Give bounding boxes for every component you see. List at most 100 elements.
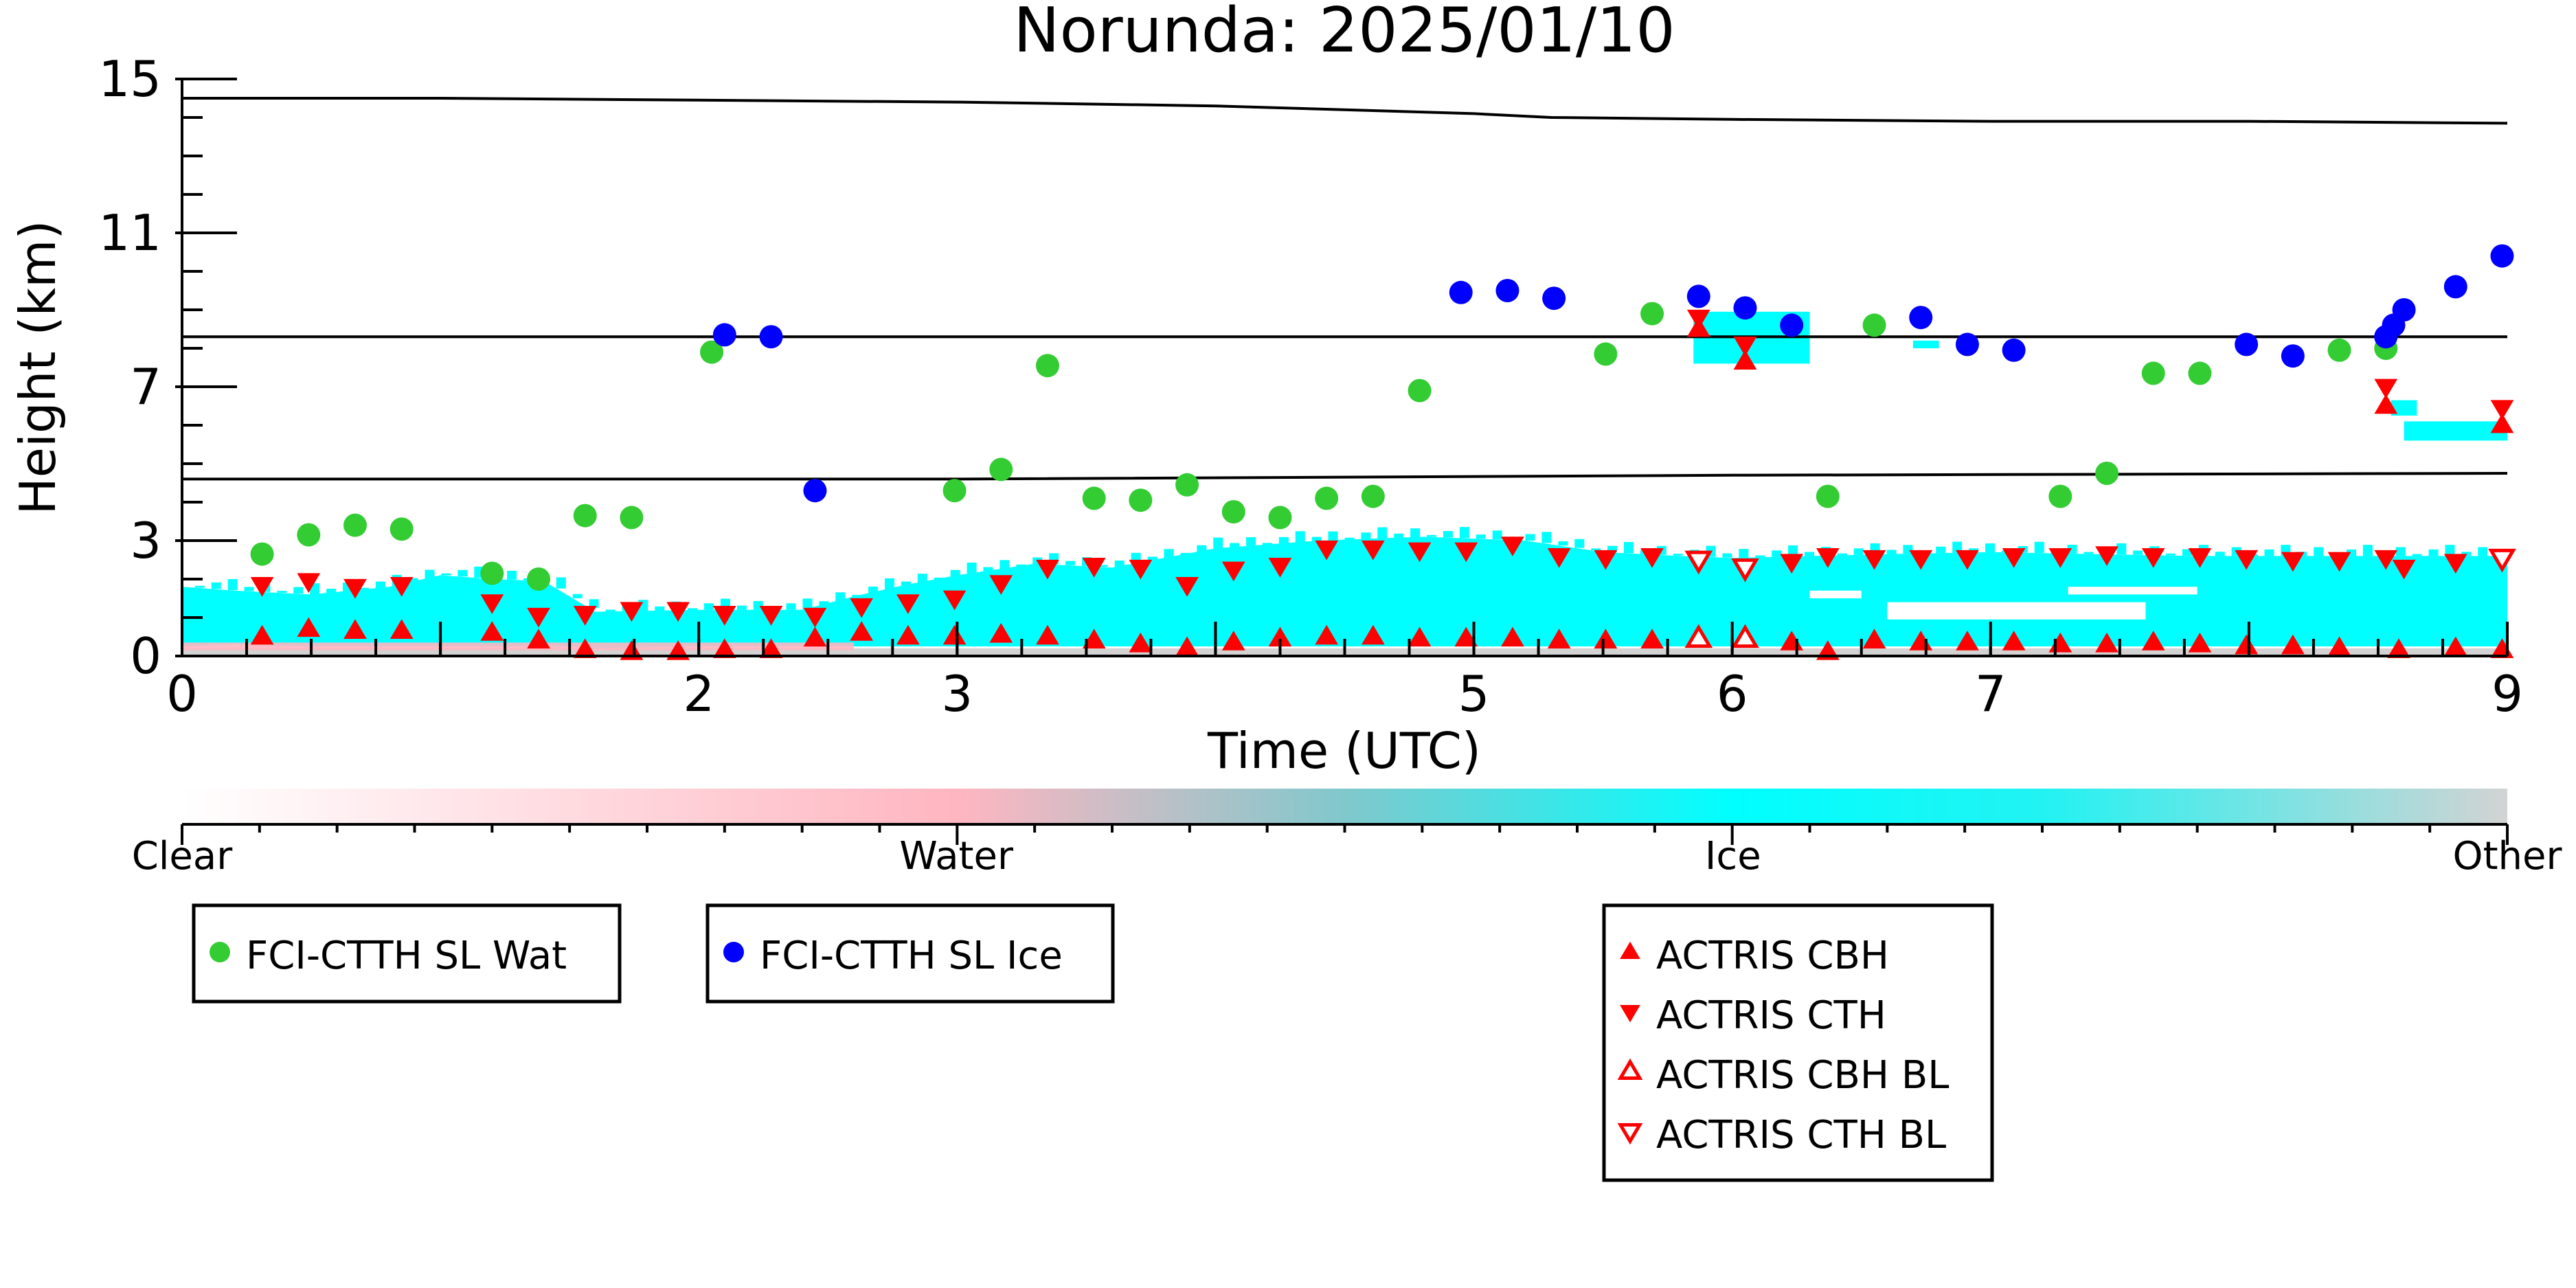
mask-clear-gap-0: [1887, 602, 2146, 620]
mask-ice-layer: [182, 536, 2507, 648]
series-3-point: [1686, 309, 1710, 330]
mask-speckle: [1525, 534, 1535, 541]
series-2-point: [1547, 629, 1571, 648]
legend-label: FCI-CTTH SL Wat: [246, 934, 567, 978]
series-3-point: [1315, 540, 1339, 561]
series-0-point: [343, 513, 367, 537]
series-3-point: [1175, 577, 1199, 597]
series-2-point: [343, 619, 367, 639]
mask-speckle: [1952, 541, 1963, 553]
mask-speckle: [1739, 549, 1749, 558]
series-3-point: [1956, 550, 1979, 570]
mask-speckle: [1591, 548, 1601, 551]
series-2-point: [850, 621, 874, 641]
series-3-point: [942, 590, 967, 611]
series-0-point: [1175, 473, 1199, 497]
x-tick-label: 7: [1975, 665, 2007, 723]
y-tick-label: 7: [130, 358, 161, 416]
series-1-point: [1733, 296, 1757, 320]
series-2-point: [803, 626, 827, 647]
series-3-point: [850, 598, 874, 618]
mask-speckle: [1443, 531, 1453, 538]
mask-speckle: [507, 570, 517, 580]
x-tick-label: 2: [683, 665, 714, 723]
colorbar-label: Water: [899, 834, 1014, 879]
series-1-point: [1542, 286, 1566, 310]
mask-speckle: [211, 582, 221, 589]
series-3-point: [2141, 548, 2165, 568]
series-3-point: [343, 578, 367, 599]
x-axis-label: Time (UTC): [1207, 722, 1481, 780]
mask-speckle: [277, 591, 287, 593]
series-3-point: [759, 606, 783, 626]
series-0-point: [1816, 484, 1840, 508]
series-3-point: [2235, 550, 2259, 570]
legend-marker: [723, 942, 744, 962]
series-4-point: [1684, 624, 1713, 648]
series-3-point: [527, 607, 550, 628]
mask-speckle: [244, 587, 254, 591]
y-tick-label: 0: [130, 627, 161, 685]
series-3-point: [1408, 542, 1432, 563]
reference-line-0: [182, 97, 2507, 125]
mask-speckle: [1788, 545, 1798, 557]
series-2-point: [759, 638, 783, 658]
mask-speckle: [967, 563, 977, 574]
series-2-point: [2374, 394, 2398, 414]
mask-speckle: [589, 599, 599, 609]
series-0-point: [250, 542, 274, 566]
series-1-point: [1449, 280, 1473, 304]
series-2-point: [1408, 626, 1432, 647]
series-1-point: [1686, 284, 1710, 308]
series-0-point: [1268, 506, 1292, 530]
series-3-point: [2188, 548, 2212, 568]
series-2-point: [896, 624, 920, 645]
mask-speckle: [1147, 556, 1157, 561]
mask-speckle: [786, 603, 796, 610]
y-tick-label: 11: [98, 204, 161, 262]
mask-speckle: [2116, 543, 2127, 555]
legend-box: [705, 903, 1115, 1004]
series-5-point: [2488, 548, 2516, 573]
legend-entry: ACTRIS CBH: [1620, 934, 1889, 978]
x-tick-label: 0: [166, 665, 198, 723]
series-0-point: [573, 504, 597, 528]
series-2-point: [2141, 631, 2165, 651]
mask-speckle: [1328, 531, 1338, 541]
series-3-point: [1594, 550, 1618, 570]
mask-speckle: [2165, 553, 2176, 556]
mask-speckle: [1772, 550, 1782, 557]
mask-speckle: [1574, 539, 1585, 548]
series-3-point: [1733, 337, 1757, 357]
mask-speckle: [1427, 534, 1437, 537]
mask-speckle: [1180, 552, 1190, 555]
series-3-point: [1640, 548, 1664, 568]
series-3-point: [2490, 400, 2514, 420]
series-3-point: [712, 606, 736, 626]
mask-speckle: [2034, 541, 2044, 553]
mask-speckle: [194, 585, 205, 588]
mask-speckle: [655, 606, 665, 611]
colorbar-ticks: [181, 824, 2509, 845]
series-0-point: [1640, 302, 1664, 326]
mask-speckle: [1344, 537, 1355, 540]
mask-speckle: [2215, 552, 2225, 556]
mask-speckle: [704, 603, 714, 610]
mask-speckle: [1016, 564, 1026, 567]
series-0-point: [527, 567, 551, 591]
series-2-point: [480, 621, 504, 641]
legend-box: [1602, 903, 1994, 1182]
legend-marker: [1620, 1004, 1640, 1023]
mask-speckle: [1541, 532, 1552, 543]
series-3-point: [1501, 536, 1524, 556]
series-3-point: [2002, 548, 2026, 568]
mask-speckle: [835, 592, 846, 602]
legend-label: FCI-CTTH SL Ice: [760, 934, 1063, 978]
legend-marker: [1617, 1058, 1643, 1081]
series-0-point: [480, 561, 504, 585]
mask-speckle: [1623, 542, 1634, 554]
series-0-point: [1408, 379, 1432, 403]
series-2-point: [1640, 629, 1664, 648]
colorbar-labels: Clear Water Ice Other: [132, 834, 2563, 879]
series-0-point: [1594, 342, 1618, 366]
